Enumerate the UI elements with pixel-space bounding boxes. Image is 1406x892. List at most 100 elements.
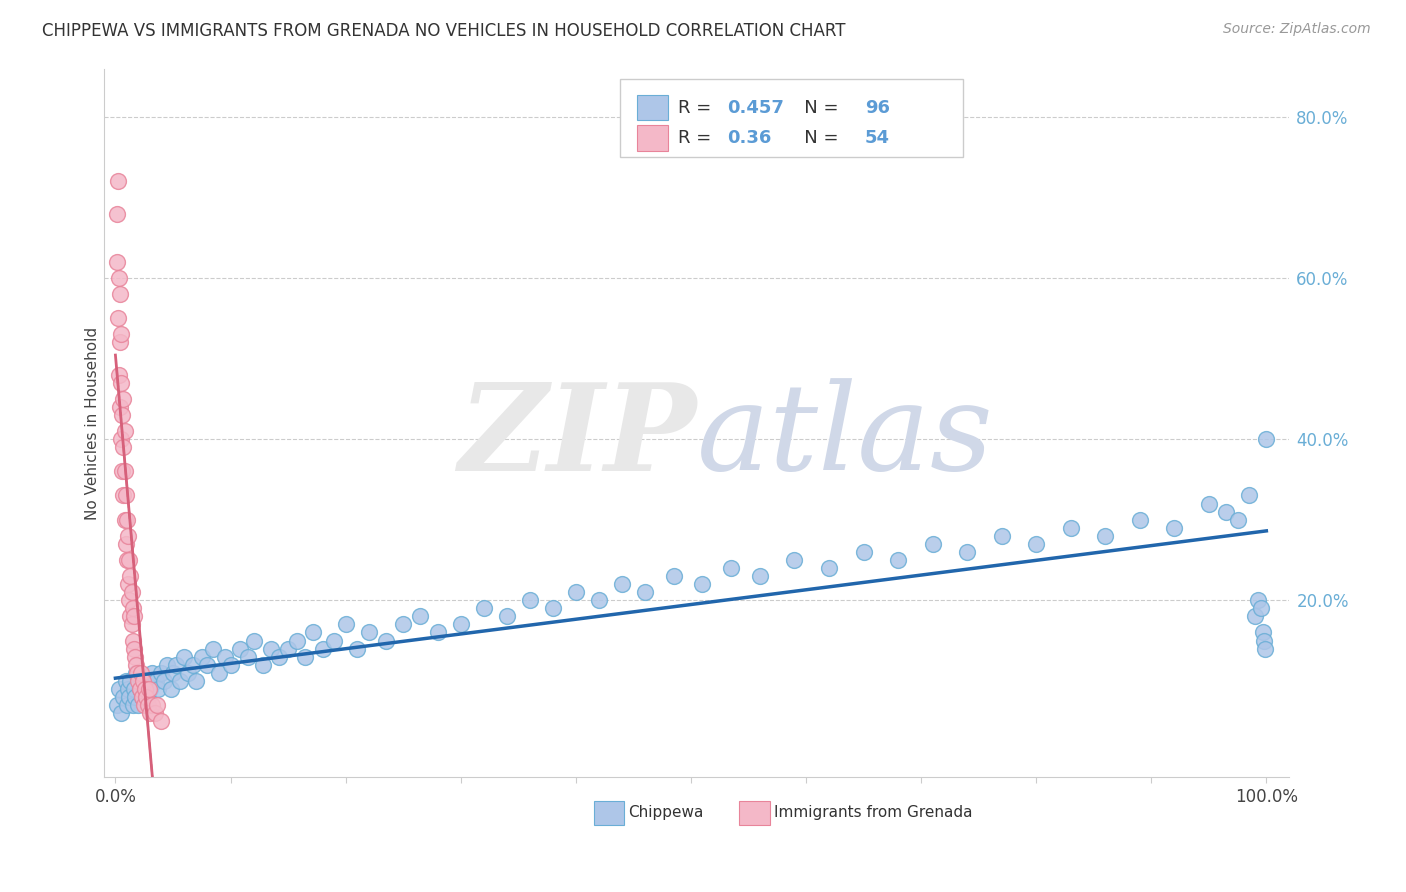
Point	[335, 617, 357, 632]
Point	[138, 681, 160, 696]
Point	[1094, 529, 1116, 543]
FancyBboxPatch shape	[637, 95, 668, 120]
Point	[127, 665, 149, 680]
Point	[277, 641, 299, 656]
Point	[114, 464, 136, 478]
Point	[112, 690, 135, 704]
Point	[124, 649, 146, 664]
Point	[143, 706, 166, 720]
Point	[720, 561, 742, 575]
Point	[1163, 521, 1185, 535]
Point	[1251, 625, 1274, 640]
Point	[152, 673, 174, 688]
Point	[156, 657, 179, 672]
Point	[181, 657, 204, 672]
Point	[136, 690, 159, 704]
Point	[219, 657, 242, 672]
Point	[887, 553, 910, 567]
Point	[749, 569, 772, 583]
Text: R =: R =	[678, 129, 717, 147]
Point	[392, 617, 415, 632]
Point	[105, 255, 128, 269]
Point	[115, 513, 138, 527]
Point	[357, 625, 380, 640]
Point	[1198, 497, 1220, 511]
Point	[346, 641, 368, 656]
FancyBboxPatch shape	[593, 801, 624, 825]
Point	[117, 681, 139, 696]
Point	[519, 593, 541, 607]
Point	[921, 537, 943, 551]
Text: atlas: atlas	[696, 378, 994, 496]
Text: 0.457: 0.457	[727, 98, 785, 117]
Point	[294, 649, 316, 664]
Point	[495, 609, 517, 624]
Point	[145, 673, 167, 688]
Point	[124, 690, 146, 704]
Point	[114, 537, 136, 551]
Text: N =: N =	[787, 129, 844, 147]
Point	[111, 408, 134, 422]
Point	[634, 585, 657, 599]
Point	[120, 673, 142, 688]
Point	[121, 617, 143, 632]
Point	[541, 601, 564, 615]
Text: 96: 96	[865, 98, 890, 117]
Point	[120, 609, 142, 624]
Point	[242, 633, 264, 648]
Point	[117, 529, 139, 543]
Point	[783, 553, 806, 567]
Point	[190, 649, 212, 664]
Point	[110, 376, 132, 390]
Point	[132, 673, 155, 688]
Point	[127, 698, 149, 712]
Text: 54: 54	[865, 129, 890, 147]
Point	[107, 311, 129, 326]
Point	[121, 633, 143, 648]
Point	[1060, 521, 1083, 535]
Point	[302, 625, 325, 640]
Point	[120, 569, 142, 583]
Point	[108, 368, 131, 382]
Point	[108, 400, 131, 414]
Point	[135, 690, 157, 704]
Point	[136, 698, 159, 712]
Point	[159, 681, 181, 696]
Point	[450, 617, 472, 632]
Point	[285, 633, 308, 648]
Text: R =: R =	[678, 98, 717, 117]
Point	[202, 641, 225, 656]
Point	[110, 706, 132, 720]
Point	[125, 657, 148, 672]
Point	[852, 545, 875, 559]
Text: ZIP: ZIP	[458, 378, 696, 497]
Point	[122, 681, 145, 696]
Point	[121, 698, 143, 712]
Point	[214, 649, 236, 664]
Point	[1129, 513, 1152, 527]
Point	[108, 271, 131, 285]
Point	[565, 585, 588, 599]
Point	[1215, 505, 1237, 519]
Point	[1254, 641, 1277, 656]
Point	[1025, 537, 1047, 551]
Point	[108, 335, 131, 350]
Point	[134, 681, 156, 696]
Point	[128, 681, 150, 696]
Text: Chippewa: Chippewa	[628, 805, 703, 821]
Point	[105, 206, 128, 220]
Point	[108, 287, 131, 301]
Point	[610, 577, 633, 591]
Point	[1250, 601, 1272, 615]
Point	[1243, 609, 1265, 624]
Point	[374, 633, 396, 648]
Point	[177, 665, 200, 680]
Point	[990, 529, 1012, 543]
Point	[112, 392, 135, 406]
Point	[122, 609, 145, 624]
Point	[588, 593, 610, 607]
Point	[108, 681, 131, 696]
Point	[134, 698, 156, 712]
Point	[662, 569, 685, 583]
Point	[956, 545, 979, 559]
